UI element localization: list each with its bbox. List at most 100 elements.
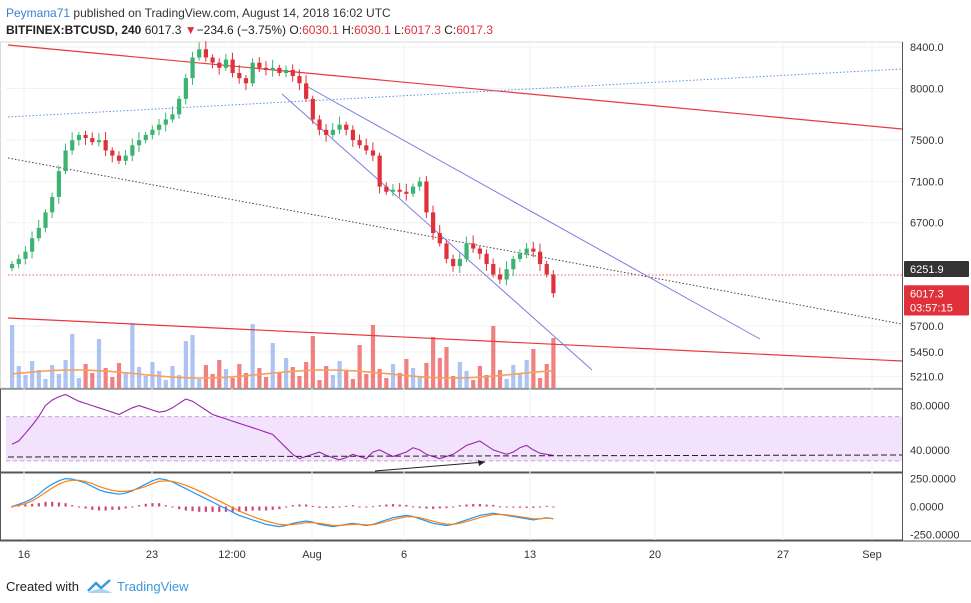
macd-histogram-bar	[31, 503, 34, 507]
volume-bar	[370, 325, 376, 388]
candle-body	[270, 67, 275, 70]
rsi-divergence-arrow-icon	[478, 460, 485, 466]
volume-bar	[223, 369, 229, 388]
macd-histogram-bar	[131, 506, 134, 508]
macd-histogram-bar	[71, 505, 74, 507]
candle-body	[150, 129, 155, 135]
candle-body	[377, 155, 382, 187]
rsi-tick-label: 80.0000	[910, 401, 950, 413]
rsi-tick-label: 40.0000	[910, 445, 950, 457]
candle-body	[83, 134, 88, 139]
candle-body	[157, 124, 162, 130]
chart-area[interactable]: 16 23 12:00 Aug 6 13 20 27 Sep 8400.0 8000.0 7500.0…	[0, 0, 971, 572]
macd-histogram-bar	[425, 506, 428, 509]
published-text: published on TradingView.com, August 14,…	[73, 6, 391, 20]
volume-bar	[424, 363, 429, 388]
volume-bar	[444, 347, 449, 388]
candle-body	[337, 124, 342, 130]
volume-bar	[110, 377, 115, 388]
macd-histogram-bar	[151, 503, 154, 507]
candle-body	[424, 181, 429, 213]
macd-histogram-bar	[158, 503, 161, 507]
candle-body	[223, 59, 229, 68]
macd-histogram-bar	[37, 503, 40, 507]
volume-bar	[16, 366, 21, 388]
candle-body	[237, 72, 242, 79]
price-tag	[904, 261, 969, 278]
price-tick-label: 7100.0	[910, 176, 944, 188]
macd-histogram-bar	[24, 504, 27, 507]
macd-histogram-bar	[485, 504, 488, 507]
volume-bar	[30, 361, 35, 388]
symbol-label: BITFINEX:BTCUSD, 240	[6, 23, 142, 37]
macd-histogram-bar	[418, 506, 421, 508]
volume-bar	[230, 378, 235, 388]
price-pane-frame	[0, 41, 903, 389]
candle-body	[197, 49, 202, 58]
time-tick-label: 27	[777, 549, 789, 561]
candle-body	[190, 57, 195, 79]
volume-bar	[350, 379, 356, 388]
author-link[interactable]: Peymana71	[6, 6, 71, 20]
volume-bar	[324, 366, 329, 388]
candle-body	[297, 76, 302, 84]
macd-histogram-bar	[191, 506, 194, 512]
macd-histogram-bar	[44, 501, 47, 507]
macd-histogram-bar	[458, 505, 461, 507]
volume-bar	[471, 380, 476, 388]
candle-body	[170, 114, 175, 120]
dotted-blue-line	[7, 68, 903, 118]
candle-body	[384, 186, 389, 192]
volume-bar	[103, 368, 108, 388]
candle-body	[56, 171, 61, 197]
volume-bar	[330, 375, 335, 388]
grid	[0, 41, 971, 542]
candle-body	[457, 258, 462, 267]
time-tick-label: 20	[649, 549, 661, 561]
macd-histogram-bar	[258, 506, 261, 511]
macd-histogram-bar	[452, 506, 455, 508]
macd-histogram-bar	[137, 505, 141, 507]
macd-histogram-bar	[378, 505, 381, 507]
volume-bar	[90, 373, 95, 388]
volume-bar	[397, 373, 402, 388]
volume-bar	[451, 376, 456, 388]
candle-body	[217, 62, 222, 68]
volume-bar	[70, 334, 75, 388]
symbol-line: BITFINEX:BTCUSD, 240 6017.3 ▼−234.6 (−3.…	[6, 23, 493, 37]
candle-body	[464, 243, 469, 259]
price-tag	[904, 285, 969, 302]
volume-bar	[410, 368, 416, 388]
candle-body	[357, 140, 362, 146]
volume-bar	[457, 362, 462, 388]
macd-histogram-bar	[305, 504, 308, 507]
volume-bars	[10, 323, 556, 388]
macd-histogram-bar	[104, 506, 107, 511]
macd-histogram-bar	[117, 506, 121, 510]
footer: Created with TradingView	[0, 572, 971, 603]
volume-bar	[50, 365, 55, 388]
macd-histogram-bar	[64, 503, 67, 507]
volume-bar	[504, 379, 509, 388]
macd-histogram-bar	[231, 506, 234, 512]
macd-histogram-bar	[438, 506, 441, 509]
time-tick-label: Sep	[862, 549, 882, 561]
time-tick-label: Aug	[302, 549, 322, 561]
candle-body	[437, 233, 442, 244]
macd-histogram-bar	[552, 506, 555, 508]
macd-histogram-bar	[291, 505, 294, 507]
candle-body	[230, 59, 235, 73]
macd-tick-label: 0.0000	[910, 502, 944, 514]
tradingview-brand[interactable]: TradingView	[117, 579, 189, 594]
volume-bar	[491, 326, 496, 388]
volume-bar	[497, 370, 503, 388]
candle-body	[70, 140, 75, 151]
macd-histogram-bar	[251, 506, 254, 511]
macd-histogram-bar	[432, 506, 435, 509]
macd-histogram-bar	[184, 506, 187, 511]
price-tick-label: 8400.0	[910, 42, 944, 54]
volume-bar	[404, 359, 409, 388]
macd-histogram-bar	[311, 505, 314, 507]
volume-bar	[551, 338, 556, 388]
macd-histogram-bar	[351, 505, 355, 507]
